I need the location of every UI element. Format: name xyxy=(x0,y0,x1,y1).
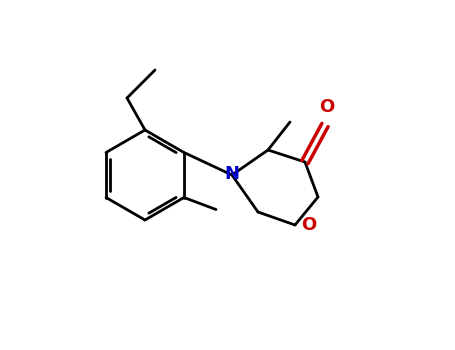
Text: O: O xyxy=(301,216,317,234)
Text: N: N xyxy=(224,165,239,183)
Text: O: O xyxy=(319,98,334,116)
